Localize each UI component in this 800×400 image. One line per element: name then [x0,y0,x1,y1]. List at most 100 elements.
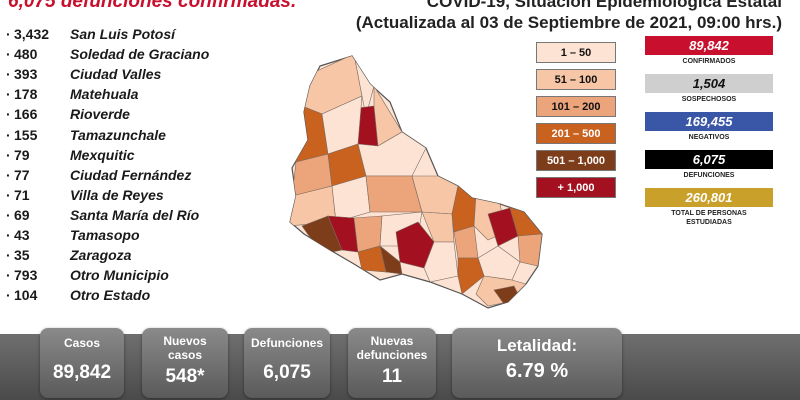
municipality-count: 43 [14,226,30,243]
municipality-row: · 104 Otro Estado [6,285,296,305]
municipality-row: · 35 Zaragoza [6,245,296,265]
card-casos-label: Casos [63,336,101,350]
card-nuevas-defunciones-label: Nuevas defunciones [356,334,428,362]
municipality-count: 178 [14,86,38,103]
stat-label: SOSPECHOSOS [681,96,737,103]
stat-block: 89,842 CONFIRMADOS [645,36,773,66]
card-casos: Casos 89,842 [40,328,124,398]
municipality-row: · 178 Matehuala [6,84,296,104]
municipality-count: 393 [14,66,38,83]
municipality-count: 480 [14,46,38,63]
stat-value: 1,504 [645,74,773,93]
municipality-count: 77 [14,166,30,183]
card-casos-value: 89,842 [52,362,112,383]
municipality-row: · 77 Ciudad Fernández [6,165,296,185]
bullet-dot: · [6,226,11,243]
stat-label: CONFIRMADOS [682,58,736,65]
bullet-dot: · [6,267,11,284]
header-situation-title: COVID-19, Situación Epidemiológica Estat… [356,0,782,33]
municipality-region [423,241,459,283]
municipality-row: · 43 Tamasopo [6,225,296,245]
municipality-name: Tamasopo [70,226,140,243]
municipality-count: 79 [14,146,30,163]
municipality-name: Matehuala [70,86,139,103]
legend-item: 501 – 1,000 [536,150,616,171]
municipality-count: 155 [14,126,38,143]
municipality-name: Rioverde [70,106,130,123]
stat-value: 89,842 [645,36,773,55]
municipality-name: Villa de Reyes [70,186,164,203]
municipality-row: · 3,432 San Luis Potosí [6,24,296,44]
legend-item: 201 – 500 [536,123,616,144]
bullet-dot: · [6,206,11,223]
card-nuevos-casos-value: 548* [165,366,205,387]
municipality-row: · 69 Santa María del Río [6,205,296,225]
stat-value: 169,455 [645,112,773,131]
bullet-dot: · [6,66,11,83]
municipality-name: Zaragoza [70,247,132,264]
stat-block: 260,801 TOTAL DE PERSONAS ESTUDIADAS [645,188,773,227]
municipality-row: · 79 Mexquitic [6,145,296,165]
header-situation-line1: COVID-19, Situación Epidemiológica Estat… [426,0,782,11]
card-letalidad-value: 6.79 % [505,360,569,382]
stat-label: NEGATIVOS [688,134,730,141]
legend-item: 101 – 200 [536,96,616,117]
stat-block: 6,075 DEFUNCIONES [645,150,773,180]
header-update-date: (Actualizada al 03 de Septiembre de 2021… [355,13,782,32]
municipality-count: 166 [14,106,38,123]
legend-item: 1 – 50 [536,42,616,63]
card-letalidad: Letalidad: 6.79 % [452,328,622,398]
map-legend: 1 – 50 51 – 100 101 – 200 201 – 500 501 – 1,… [536,42,616,204]
municipality-row: · 793 Otro Municipio [6,265,296,285]
card-letalidad-label: Letalidad: [496,336,578,355]
municipality-row: · 155 Tamazunchale [6,124,296,144]
stat-block: 1,504 SOSPECHOSOS [645,74,773,104]
municipality-name: Santa María del Río [70,206,200,223]
municipality-name: Tamazunchale [70,126,166,143]
stat-label: DEFUNCIONES [683,172,735,179]
stat-value: 260,801 [645,188,773,207]
bullet-dot: · [6,287,11,304]
municipality-name: Mexquitic [70,146,135,163]
bullet-dot: · [6,146,11,163]
bullet-dot: · [6,247,11,264]
bullet-dot: · [6,46,11,63]
card-nuevas-defunciones: Nuevas defunciones 11 [348,328,436,398]
municipality-list: · 3,432 San Luis Potosí · 480 Soledad de Grac… [6,24,296,305]
card-nuevos-casos: Nuevos casos 548* [142,328,228,398]
state-map [262,36,552,316]
bullet-dot: · [6,166,11,183]
card-nuevos-casos-label: Nuevos casos [163,334,207,362]
municipality-region [379,245,403,275]
bullet-dot: · [6,26,11,43]
municipality-count: 69 [14,206,30,223]
legend-item: + 1,000 [536,177,616,198]
municipality-name: San Luis Potosí [70,26,176,43]
header-deaths-title: 6,075 defunciones confirmadas. [8,0,297,12]
municipality-count: 35 [14,247,30,264]
municipality-name: Ciudad Valles [70,66,162,83]
bullet-dot: · [6,86,11,103]
municipality-count: 3,432 [14,26,50,43]
municipality-row: · 480 Soledad de Graciano [6,44,296,64]
municipality-name: Ciudad Fernández [70,166,192,183]
stat-block: 169,455 NEGATIVOS [645,112,773,142]
municipality-name: Otro Municipio [70,267,169,284]
legend-item: 51 – 100 [536,69,616,90]
municipality-count: 793 [14,267,38,284]
stat-label: TOTAL DE PERSONAS ESTUDIADAS [671,210,747,226]
card-defunciones: Defunciones 6,075 [244,328,330,398]
municipality-region [457,257,485,295]
municipality-region [453,225,479,259]
municipality-row: · 71 Villa de Reyes [6,185,296,205]
municipality-region [517,233,542,267]
municipality-name: Soledad de Graciano [70,46,210,63]
municipality-name: Otro Estado [70,287,151,304]
municipality-count: 71 [14,186,30,203]
municipality-row: · 393 Ciudad Valles [6,64,296,84]
municipality-row: · 166 Rioverde [6,104,296,124]
stats-panel: 89,842 CONFIRMADOS 1,504 SOSPECHOSOS 169,455… [645,36,773,235]
stat-value: 6,075 [645,150,773,169]
card-defunciones-label: Defunciones [250,336,323,350]
bullet-dot: · [6,126,11,143]
